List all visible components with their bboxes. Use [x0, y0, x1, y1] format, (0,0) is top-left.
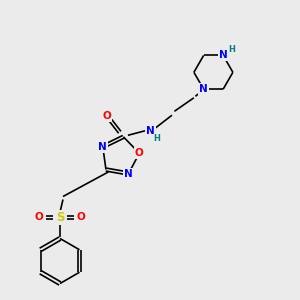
Text: H: H — [154, 134, 160, 143]
Text: H: H — [229, 45, 236, 54]
Text: N: N — [219, 50, 227, 60]
Text: N: N — [199, 84, 208, 94]
Text: N: N — [98, 142, 107, 152]
Text: N: N — [146, 126, 155, 136]
Text: O: O — [34, 212, 43, 223]
Text: O: O — [76, 212, 85, 223]
Text: O: O — [103, 111, 111, 121]
Text: O: O — [135, 148, 144, 158]
Text: S: S — [56, 211, 64, 224]
Text: N: N — [124, 169, 133, 178]
